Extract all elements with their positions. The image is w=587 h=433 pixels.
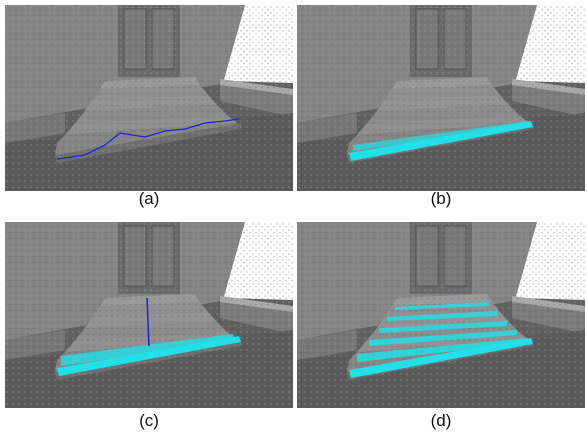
panel-label: (d) <box>431 411 452 430</box>
panel-label: (c) <box>139 411 159 430</box>
panel-label: (b) <box>431 189 452 208</box>
panel-a <box>5 5 293 191</box>
page: (a) (b) (c) (d) (() => { const data = JS… <box>0 0 587 433</box>
panel-d <box>297 222 585 408</box>
panel-c <box>5 222 293 408</box>
panel-label: (a) <box>139 189 160 208</box>
figure: (a) (b) (c) (d) <box>0 0 587 433</box>
panel-b <box>297 5 585 191</box>
